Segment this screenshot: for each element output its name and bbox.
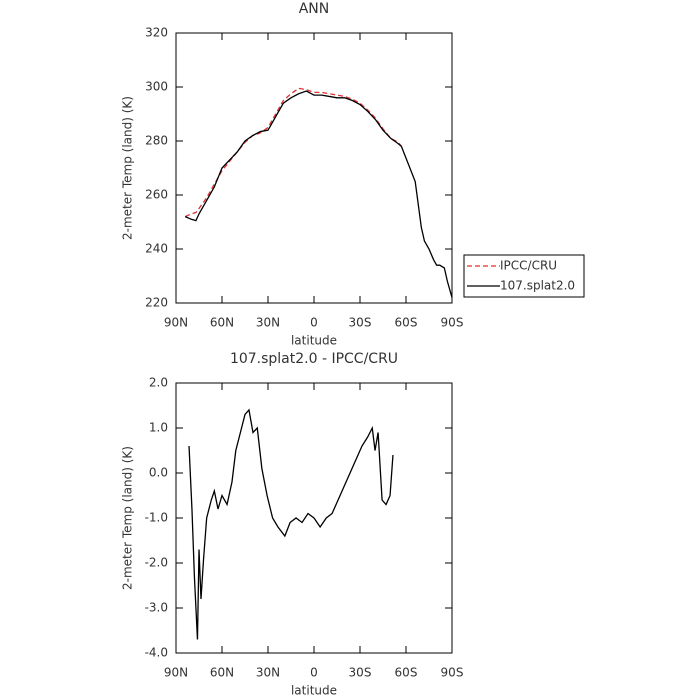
y-tick-label: 1.0 bbox=[149, 421, 168, 435]
x-tick-label: 30N bbox=[256, 316, 280, 330]
chart-title: 107.splat2.0 - IPCC/CRU bbox=[230, 351, 398, 367]
x-tick-label: 60S bbox=[395, 316, 418, 330]
y-tick-label: 260 bbox=[145, 188, 168, 202]
series-line bbox=[188, 408, 394, 640]
y-tick-label: 0.0 bbox=[149, 466, 168, 480]
y-tick-label: 300 bbox=[145, 80, 168, 94]
x-tick-label: 0 bbox=[310, 316, 318, 330]
x-tick-label: 90N bbox=[164, 666, 188, 680]
series-line bbox=[184, 90, 453, 298]
x-tick-label: 90S bbox=[441, 316, 464, 330]
y-tick-label: 320 bbox=[145, 26, 168, 40]
x-axis-label: latitude bbox=[291, 334, 337, 348]
y-axis-label: 2-meter Temp (land) (K) bbox=[121, 446, 135, 590]
legend-label: 107.splat2.0 bbox=[500, 279, 575, 293]
x-tick-label: 30N bbox=[256, 666, 280, 680]
y-tick-label: 220 bbox=[145, 296, 168, 310]
y-tick-label: 240 bbox=[145, 242, 168, 256]
chart-title: ANN bbox=[299, 1, 330, 17]
y-axis-label: 2-meter Temp (land) (K) bbox=[121, 96, 135, 240]
x-tick-label: 60N bbox=[210, 666, 234, 680]
y-tick-label: -1.0 bbox=[145, 511, 168, 525]
x-tick-label: 90S bbox=[441, 666, 464, 680]
y-tick-label: -4.0 bbox=[145, 646, 168, 660]
x-tick-label: 30S bbox=[349, 316, 372, 330]
x-tick-label: 30S bbox=[349, 666, 372, 680]
plot-frame bbox=[175, 32, 453, 304]
y-tick-label: -3.0 bbox=[145, 601, 168, 615]
series-line bbox=[184, 87, 402, 218]
x-tick-label: 60N bbox=[210, 316, 234, 330]
y-tick-label: 2.0 bbox=[149, 376, 168, 390]
x-tick-label: 90N bbox=[164, 316, 188, 330]
legend-label: IPCC/CRU bbox=[500, 259, 557, 273]
x-axis-label: latitude bbox=[291, 684, 337, 698]
legend-box bbox=[463, 254, 585, 298]
y-tick-label: 280 bbox=[145, 134, 168, 148]
x-tick-label: 60S bbox=[395, 666, 418, 680]
x-tick-label: 0 bbox=[310, 666, 318, 680]
y-tick-label: -2.0 bbox=[145, 556, 168, 570]
